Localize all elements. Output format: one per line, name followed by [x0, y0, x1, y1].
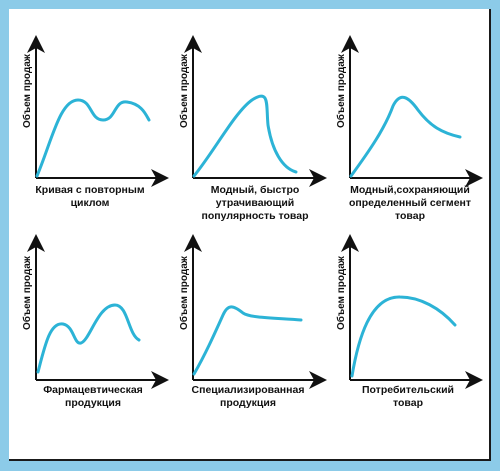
panel-repeat-cycle: Объем продаж	[21, 35, 169, 187]
sales-curve	[192, 94, 298, 178]
panel-fashion-segment: Объем продаж	[335, 35, 483, 187]
caption-line: Кривая с повторным	[35, 184, 145, 196]
caption-pharma: Фармацевтическая продукция	[34, 384, 152, 410]
caption-line: Потребительский	[361, 384, 454, 396]
y-axis-label: Объем продаж	[21, 53, 33, 128]
caption-line: определенный сегмент	[348, 197, 472, 209]
y-axis-label: Объем продаж	[178, 53, 190, 128]
sales-curve	[349, 95, 462, 178]
sales-curve	[350, 295, 457, 378]
caption-line: Модный, быстро	[210, 184, 300, 196]
diagram-frame	[9, 9, 491, 461]
caption-line: Модный,сохраняющий	[350, 184, 470, 196]
caption-repeat-cycle: Кривая с повторным циклом	[34, 184, 146, 210]
caption-line: утрачивающий	[215, 197, 295, 209]
caption-line: продукция	[65, 397, 121, 409]
y-axis-label: Объем продаж	[335, 53, 347, 128]
caption-line: Специализированная	[191, 384, 305, 396]
y-axis-label: Объем продаж	[21, 255, 33, 330]
caption-fashion-segment: Модный,сохраняющий определенный сегмент …	[348, 184, 472, 223]
panel-specialized: Объем продаж	[178, 234, 327, 389]
sales-curve	[36, 303, 141, 374]
sales-curve	[192, 305, 303, 376]
caption-line: популярность товар	[201, 210, 309, 222]
caption-specialized: Специализированная продукция	[188, 384, 308, 410]
panel-fad: Объем продаж	[178, 35, 327, 187]
y-axis-label: Объем продаж	[178, 255, 190, 330]
caption-consumer: Потребительский товар	[350, 384, 466, 410]
panel-pharma: Объем продаж	[21, 234, 169, 389]
caption-line: Фармацевтическая	[43, 384, 143, 396]
caption-line: товар	[393, 397, 423, 409]
panel-consumer: Объем продаж	[335, 234, 483, 389]
y-axis-label: Объем продаж	[335, 255, 347, 330]
sales-curve	[35, 98, 151, 178]
caption-fad: Модный, быстро утрачивающий популярность…	[195, 184, 315, 223]
caption-line: продукция	[220, 397, 276, 409]
caption-line: циклом	[70, 197, 110, 209]
caption-line: товар	[395, 210, 425, 222]
